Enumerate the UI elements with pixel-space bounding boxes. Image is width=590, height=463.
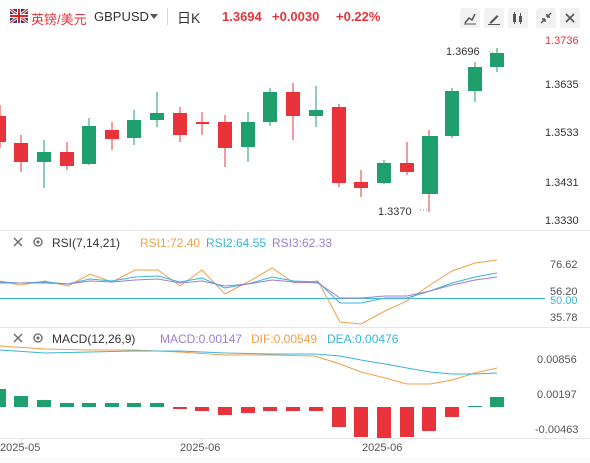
candle: [218, 115, 232, 167]
candle: [150, 92, 164, 127]
gear-icon[interactable]: [32, 236, 44, 248]
rsi3-line: [0, 276, 498, 299]
candle: [468, 62, 482, 102]
indicator-button[interactable]: [508, 8, 528, 28]
rsi-axis-label: 35.78: [550, 312, 578, 324]
rsi-panel: [0, 259, 545, 325]
dea-line: [0, 349, 498, 375]
macd-panel: [0, 345, 504, 438]
dea-value: DEA:0.00476: [327, 332, 399, 346]
candle: [263, 88, 277, 126]
price-axis-label: 1.3635: [545, 79, 579, 91]
candle: [14, 135, 28, 172]
hide-indicator-icon[interactable]: [12, 236, 24, 248]
candle: [445, 88, 459, 138]
candle: [354, 170, 368, 197]
trend-line-icon: [464, 13, 476, 25]
macd-title: MACD(12,26,9): [52, 332, 136, 346]
collapse-button[interactable]: [536, 8, 556, 28]
rsi-axis-label: 56.20: [550, 286, 578, 298]
close-button[interactable]: [560, 8, 580, 28]
chevron-down-icon[interactable]: [150, 14, 158, 19]
macd-axis-label: 0.00197: [537, 389, 577, 401]
period-selector[interactable]: 日K: [177, 10, 201, 26]
macd-axis-label: 0.00856: [537, 354, 577, 366]
rsi3-value: RSI3:62.33: [272, 236, 333, 250]
low-marker-label: 1.3370: [378, 206, 412, 218]
macd-value: MACD:0.00147: [160, 332, 243, 346]
candle: [422, 130, 438, 212]
candle: [173, 107, 187, 142]
candle: [377, 160, 391, 184]
draw-icon: [488, 15, 500, 25]
draw-button[interactable]: [484, 8, 504, 28]
candle: [105, 122, 119, 150]
candle: [309, 86, 323, 127]
candle: [127, 110, 141, 145]
price-axis-label: 1.3330: [545, 215, 579, 227]
hide-indicator-icon[interactable]: [12, 332, 24, 344]
macd-histogram: [0, 389, 504, 438]
rsi-title: RSI(7,14,21): [52, 236, 121, 250]
rsi-axis-label: 76.62: [550, 259, 578, 271]
high-marker-label: 1.3696: [446, 46, 480, 58]
chart-toolbar: 英镑/美元 GBPUSD 日K 1.3694 +0.0030 +0.22%: [0, 0, 590, 34]
dif-value: DIF:0.00549: [251, 332, 318, 346]
candle: [82, 118, 96, 165]
candle: [0, 105, 6, 148]
time-axis-label: 2025-06: [362, 442, 403, 454]
candle: [241, 112, 255, 162]
last-price: 1.3694: [222, 9, 262, 24]
rsi2-value: RSI2:64.55: [206, 236, 267, 250]
rsi1-value: RSI1:72.40: [140, 236, 201, 250]
price-axis-label: 1.3533: [545, 127, 579, 139]
trend-line-button[interactable]: [460, 8, 480, 28]
gear-icon[interactable]: [32, 332, 44, 344]
candle: [37, 140, 51, 188]
dif-line: [0, 345, 498, 385]
close-icon: [565, 13, 575, 23]
collapse-icon: [540, 12, 552, 24]
price-change: +0.0030: [272, 9, 320, 24]
time-axis-strip: [0, 457, 590, 463]
symbol-name[interactable]: 英镑/美元: [31, 12, 87, 27]
price-axis-label: 1.3431: [545, 177, 579, 189]
indicator-icon: [513, 12, 522, 24]
candle: [332, 104, 346, 187]
candle: [196, 112, 209, 135]
price-change-pct: +0.22%: [336, 9, 381, 24]
candle: [400, 142, 414, 175]
candle: [60, 142, 74, 170]
price-axis-label: 1.3736: [545, 35, 579, 47]
divider: [167, 8, 168, 25]
candle: [286, 83, 300, 140]
time-axis-label: 2025-05: [0, 442, 41, 454]
rsi1-line: [0, 259, 498, 325]
candle: [490, 48, 504, 72]
rsi-axis-label: 50.00: [550, 295, 578, 307]
symbol-code[interactable]: GBPUSD: [94, 9, 149, 24]
macd-axis-label: -0.00463: [535, 424, 579, 436]
candlestick-series: [0, 48, 504, 212]
time-axis-label: 2025-06: [180, 442, 221, 454]
uk-flag-icon: [10, 9, 28, 23]
